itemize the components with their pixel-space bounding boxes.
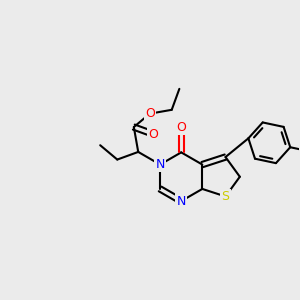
Text: O: O	[176, 121, 186, 134]
Text: N: N	[176, 195, 186, 208]
Text: O: O	[148, 128, 158, 141]
Text: S: S	[221, 190, 230, 203]
Text: N: N	[155, 158, 165, 171]
Text: O: O	[145, 107, 155, 120]
